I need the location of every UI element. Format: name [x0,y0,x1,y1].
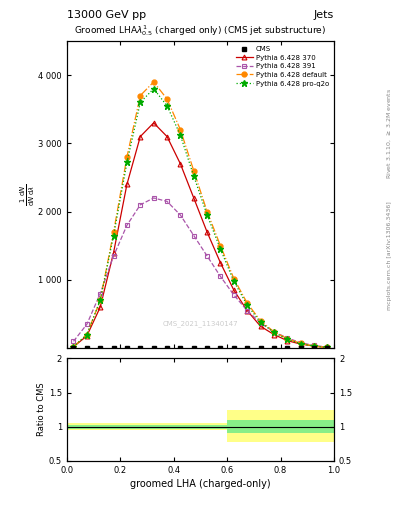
Text: Rivet 3.1.10, $\geq$ 3.2M events: Rivet 3.1.10, $\geq$ 3.2M events [385,88,393,179]
Y-axis label: $\frac{1}{\mathrm{d}N}\frac{\mathrm{d}N}{\mathrm{d}\lambda}$: $\frac{1}{\mathrm{d}N}\frac{\mathrm{d}N}… [18,183,37,206]
Text: 13000 GeV pp: 13000 GeV pp [67,10,146,20]
Text: Jets: Jets [314,10,334,20]
Text: Groomed LHA$\lambda^{1}_{0.5}$ (charged only) (CMS jet substructure): Groomed LHA$\lambda^{1}_{0.5}$ (charged … [74,23,327,38]
Legend: CMS, Pythia 6.428 370, Pythia 6.428 391, Pythia 6.428 default, Pythia 6.428 pro-: CMS, Pythia 6.428 370, Pythia 6.428 391,… [234,45,331,88]
Text: CMS_2021_11340147: CMS_2021_11340147 [163,320,238,327]
Y-axis label: Ratio to CMS: Ratio to CMS [37,383,46,436]
X-axis label: groomed LHA (charged-only): groomed LHA (charged-only) [130,479,271,489]
Text: mcplots.cern.ch [arXiv:1306.3436]: mcplots.cern.ch [arXiv:1306.3436] [387,202,391,310]
